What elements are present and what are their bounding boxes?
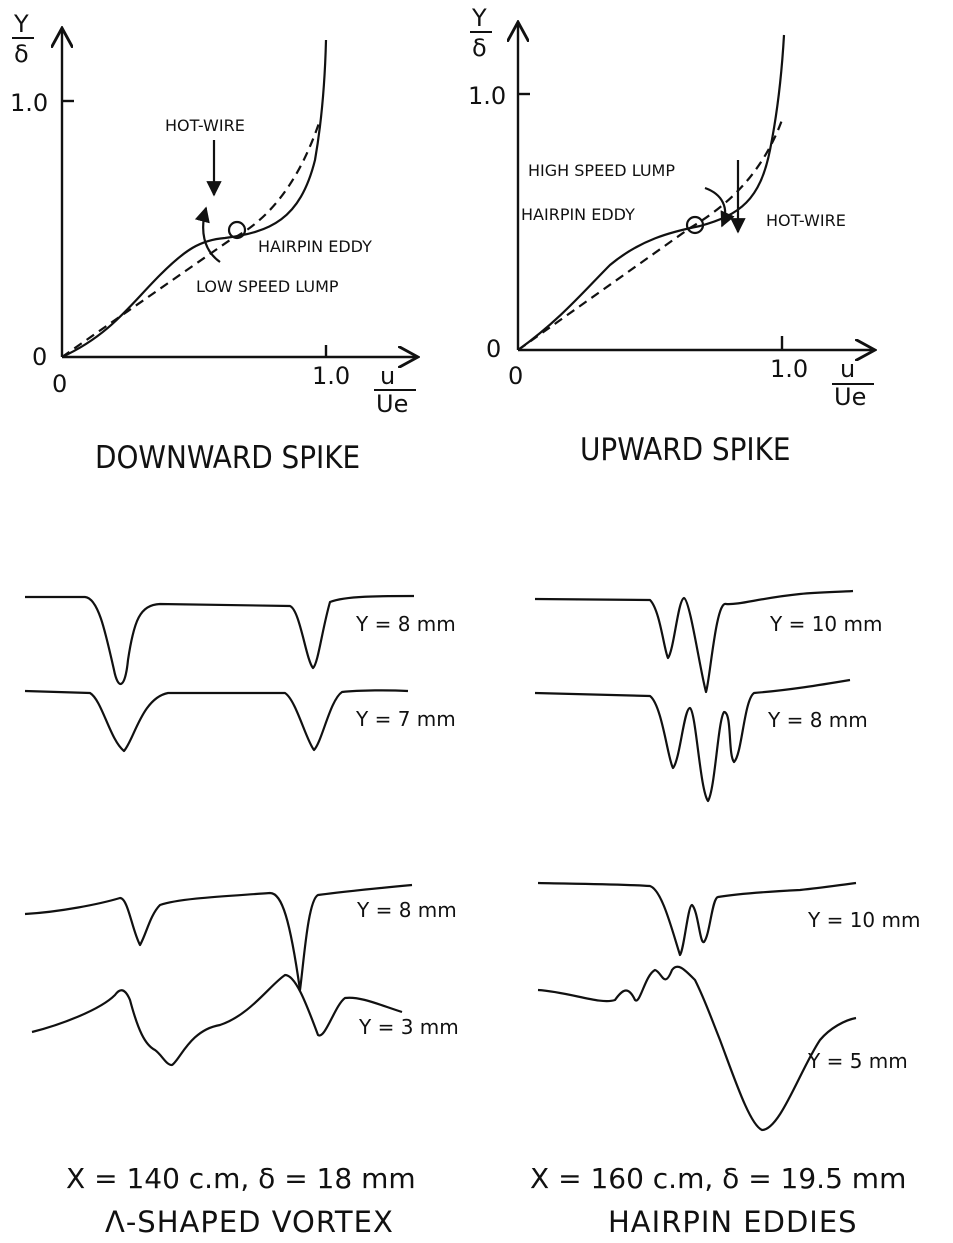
left-trace-4-label: Y = 3 mm xyxy=(358,1015,459,1039)
left-y-label-bottom: δ xyxy=(14,40,29,68)
left-hairpin-label: HAIRPIN EDDY xyxy=(258,237,372,256)
right-hairpin-label: HAIRPIN EDDY xyxy=(521,205,635,224)
right-x-label-bottom: Ue xyxy=(834,383,866,411)
right-y-label-bottom: δ xyxy=(472,34,487,62)
left-dashed-profile xyxy=(61,119,322,358)
right-trace-3 xyxy=(537,881,857,957)
right-x-origin-label: 0 xyxy=(508,362,523,390)
right-params-caption: X = 160 c.m, δ = 19.5 mm xyxy=(530,1162,906,1195)
left-rotation-arrow xyxy=(194,206,221,263)
left-x-origin-label: 0 xyxy=(52,370,67,398)
left-x-tick-label: 1.0 xyxy=(312,362,350,390)
right-trace-4-label: Y = 5 mm xyxy=(807,1049,908,1073)
left-trace-4 xyxy=(31,973,403,1067)
right-rotation-arrow xyxy=(704,186,735,228)
left-caption: DOWNWARD SPIKE xyxy=(95,440,360,476)
left-solid-profile xyxy=(61,39,328,358)
right-hairpin-circle xyxy=(685,215,705,235)
right-trace-2 xyxy=(534,678,851,803)
left-y-origin-label: 0 xyxy=(32,343,47,371)
left-trace-3 xyxy=(24,883,413,992)
right-y-label-top: Y xyxy=(471,4,487,32)
left-lump-label: LOW SPEED LUMP xyxy=(196,277,339,296)
right-y-tick-label: 1.0 xyxy=(468,82,506,110)
left-trace-2 xyxy=(24,689,409,753)
left-title-caption: Λ-SHAPED VORTEX xyxy=(105,1205,394,1239)
footer-captions: X = 140 c.m, δ = 18 mm Λ-SHAPED VORTEX X… xyxy=(66,1162,906,1239)
right-title-caption: HAIRPIN EDDIES xyxy=(608,1205,858,1239)
left-trace-2-label: Y = 7 mm xyxy=(355,707,456,731)
left-profile-plot: Y δ 1.0 0 0 1.0 u Ue HOT-WIRE HAIRPIN ED… xyxy=(10,10,418,476)
right-profile-plot: Y δ 1.0 0 0 1.0 u Ue HIGH SPEED LUMP HAI… xyxy=(468,4,875,468)
right-trace-4 xyxy=(537,965,857,1132)
right-x-label-top: u xyxy=(840,355,855,383)
right-hotwire-label: HOT-WIRE xyxy=(766,211,846,230)
left-y-label-top: Y xyxy=(13,10,29,38)
right-trace-2-label: Y = 8 mm xyxy=(767,708,868,732)
left-trace-1 xyxy=(25,594,415,685)
right-caption: UPWARD SPIKE xyxy=(580,432,791,468)
left-params-caption: X = 140 c.m, δ = 18 mm xyxy=(66,1162,416,1195)
right-dashed-profile xyxy=(517,119,784,351)
left-x-label-bottom: Ue xyxy=(376,390,408,418)
left-y-tick-label: 1.0 xyxy=(10,89,48,117)
right-y-origin-label: 0 xyxy=(486,335,501,363)
right-x-tick-label: 1.0 xyxy=(770,355,808,383)
left-trace-3-label: Y = 8 mm xyxy=(356,898,457,922)
right-traces: Y = 10 mm Y = 8 mm Y = 10 mm Y = 5 mm xyxy=(534,589,920,1132)
right-trace-3-label: Y = 10 mm xyxy=(807,908,920,932)
left-x-label-top: u xyxy=(380,362,395,390)
right-solid-profile xyxy=(517,34,786,351)
left-trace-1-label: Y = 8 mm xyxy=(355,612,456,636)
left-hotwire-label: HOT-WIRE xyxy=(165,116,245,135)
right-trace-1 xyxy=(534,589,854,694)
right-lump-label: HIGH SPEED LUMP xyxy=(528,161,675,180)
left-hairpin-circle xyxy=(227,220,247,240)
right-trace-1-label: Y = 10 mm xyxy=(769,612,882,636)
left-traces: Y = 8 mm Y = 7 mm Y = 8 mm Y = 3 mm xyxy=(24,594,459,1067)
